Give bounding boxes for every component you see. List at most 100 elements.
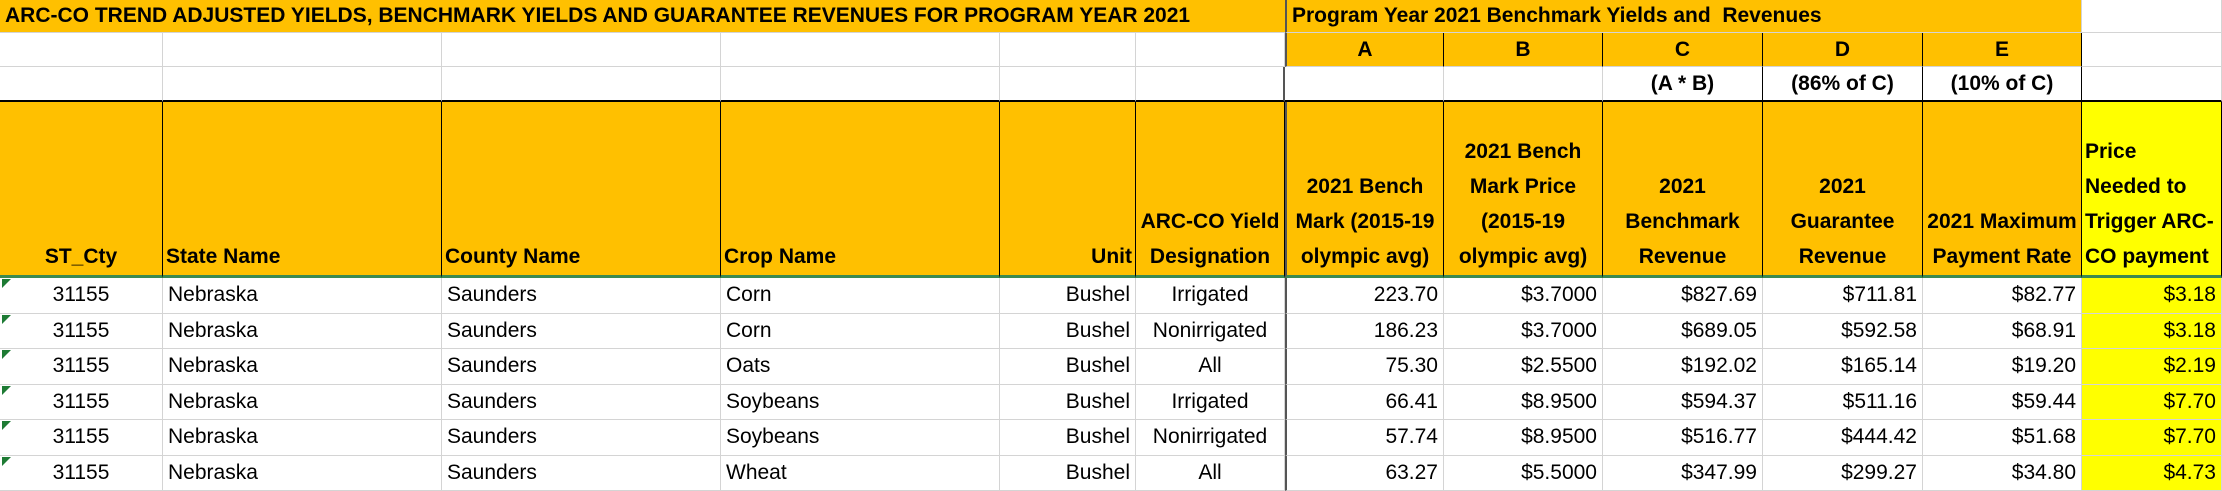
table-cell: All bbox=[1136, 349, 1285, 385]
empty-cell bbox=[1136, 33, 1285, 67]
empty-cell bbox=[1000, 67, 1136, 102]
table-cell: $19.20 bbox=[1923, 349, 2082, 385]
table-cell: Soybeans bbox=[721, 384, 1000, 420]
table-cell: $51.68 bbox=[1923, 420, 2082, 456]
error-indicator bbox=[2, 279, 11, 288]
table-cell: $68.91 bbox=[1923, 313, 2082, 349]
error-indicator bbox=[2, 350, 11, 359]
empty-cell bbox=[1136, 67, 1285, 102]
table-cell: Nebraska bbox=[163, 455, 442, 491]
empty-cell bbox=[163, 33, 442, 67]
table-cell: 31155 bbox=[0, 455, 163, 491]
table-cell: Bushel bbox=[1000, 313, 1136, 349]
table-cell: $82.77 bbox=[1923, 278, 2082, 314]
table-cell: $594.37 bbox=[1603, 384, 1763, 420]
table-cell: $511.16 bbox=[1763, 384, 1923, 420]
table-cell: 31155 bbox=[0, 278, 163, 314]
error-indicator bbox=[2, 385, 11, 395]
column-header: State Name bbox=[163, 102, 442, 278]
table-cell: $3.7000 bbox=[1444, 278, 1603, 314]
table-cell: 31155 bbox=[0, 384, 163, 420]
table-cell: Saunders bbox=[442, 455, 721, 491]
empty-cell bbox=[721, 67, 1000, 102]
formula: (A * B) bbox=[1603, 67, 1763, 102]
column-header: ST_Cty bbox=[0, 102, 163, 278]
table-cell: Oats bbox=[721, 349, 1000, 385]
table-cell: $711.81 bbox=[1763, 278, 1923, 314]
table-cell: 57.74 bbox=[1285, 420, 1444, 456]
formula: (86% of C) bbox=[1763, 67, 1923, 102]
table-cell: Bushel bbox=[1000, 349, 1136, 385]
table-cell: $516.77 bbox=[1603, 420, 1763, 456]
table-cell: Wheat bbox=[721, 455, 1000, 491]
column-header: ARC-CO Yield Designation bbox=[1136, 102, 1285, 278]
table-cell: Nebraska bbox=[163, 384, 442, 420]
empty-cell bbox=[1000, 33, 1136, 67]
table-cell: Saunders bbox=[442, 278, 721, 314]
table-cell: $347.99 bbox=[1603, 455, 1763, 491]
table-cell: $689.05 bbox=[1603, 313, 1763, 349]
table-cell: Saunders bbox=[442, 313, 721, 349]
error-indicator bbox=[2, 314, 11, 324]
table-cell: $59.44 bbox=[1923, 384, 2082, 420]
table-cell: $7.70 bbox=[2082, 420, 2222, 456]
table-cell: Corn bbox=[721, 278, 1000, 314]
table-cell: Nonirrigated bbox=[1136, 313, 1285, 349]
empty-cell bbox=[2082, 67, 2222, 102]
column-header: 2021 Benchmark Revenue bbox=[1603, 102, 1763, 278]
table-cell: Irrigated bbox=[1136, 384, 1285, 420]
empty-cell bbox=[442, 67, 721, 102]
column-header: 2021 Guarantee Revenue bbox=[1763, 102, 1923, 278]
table-cell: $2.5500 bbox=[1444, 349, 1603, 385]
empty-cell bbox=[442, 33, 721, 67]
table-cell: 31155 bbox=[0, 313, 163, 349]
table-cell: $3.7000 bbox=[1444, 313, 1603, 349]
table-cell: All bbox=[1136, 455, 1285, 491]
table-cell: $827.69 bbox=[1603, 278, 1763, 314]
table-cell: $3.18 bbox=[2082, 278, 2222, 314]
table-cell: 63.27 bbox=[1285, 455, 1444, 491]
table-cell: $299.27 bbox=[1763, 455, 1923, 491]
table-cell: $5.5000 bbox=[1444, 455, 1603, 491]
table-cell: $4.73 bbox=[2082, 455, 2222, 491]
column-header: 2021 Maximum Payment Rate bbox=[1923, 102, 2082, 278]
table-cell: 223.70 bbox=[1285, 278, 1444, 314]
section-title: Program Year 2021 Benchmark Yields and R… bbox=[1285, 0, 2082, 33]
table-cell: $165.14 bbox=[1763, 349, 1923, 385]
table-cell: $8.9500 bbox=[1444, 420, 1603, 456]
table-cell: Saunders bbox=[442, 384, 721, 420]
table-cell: $192.02 bbox=[1603, 349, 1763, 385]
table-cell: $3.18 bbox=[2082, 313, 2222, 349]
column-letter: D bbox=[1763, 33, 1923, 67]
empty-cell bbox=[1285, 67, 1444, 102]
table-cell: Nebraska bbox=[163, 278, 442, 314]
table-cell: $7.70 bbox=[2082, 384, 2222, 420]
table-cell: $2.19 bbox=[2082, 349, 2222, 385]
column-letter: A bbox=[1285, 33, 1444, 67]
table-cell: 186.23 bbox=[1285, 313, 1444, 349]
table-cell: 66.41 bbox=[1285, 384, 1444, 420]
table-cell: $444.42 bbox=[1763, 420, 1923, 456]
table-cell: Bushel bbox=[1000, 420, 1136, 456]
table-cell: 31155 bbox=[0, 420, 163, 456]
error-indicator bbox=[2, 456, 11, 466]
column-letter: B bbox=[1444, 33, 1603, 67]
empty-cell bbox=[2082, 0, 2222, 33]
table-cell: 75.30 bbox=[1285, 349, 1444, 385]
column-header: Unit bbox=[1000, 102, 1136, 278]
table-cell: Saunders bbox=[442, 349, 721, 385]
column-letter: E bbox=[1923, 33, 2082, 67]
column-header: Crop Name bbox=[721, 102, 1000, 278]
empty-cell bbox=[1444, 67, 1603, 102]
empty-cell bbox=[2082, 33, 2222, 67]
empty-cell bbox=[721, 33, 1000, 67]
error-indicator bbox=[2, 421, 11, 430]
table-cell: Nebraska bbox=[163, 420, 442, 456]
table-cell: Saunders bbox=[442, 420, 721, 456]
table-cell: $34.80 bbox=[1923, 455, 2082, 491]
table-cell: $592.58 bbox=[1763, 313, 1923, 349]
table-cell: Bushel bbox=[1000, 278, 1136, 314]
table-cell: Corn bbox=[721, 313, 1000, 349]
table-cell: Nebraska bbox=[163, 349, 442, 385]
